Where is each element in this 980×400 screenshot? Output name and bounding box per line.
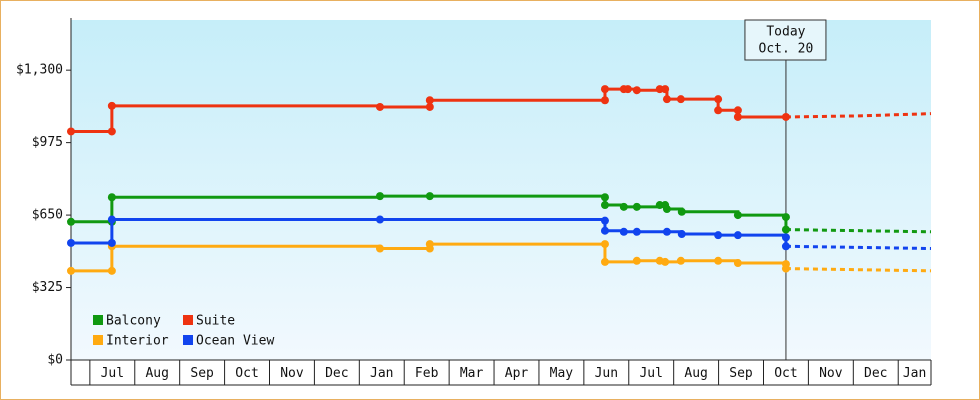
price-point xyxy=(733,112,742,121)
legend-label: Ocean View xyxy=(196,334,274,349)
price-point xyxy=(375,215,384,224)
price-point xyxy=(107,266,116,275)
price-point xyxy=(107,127,116,136)
price-point xyxy=(781,225,790,234)
price-point xyxy=(600,96,609,105)
x-tick-label: Jul xyxy=(639,366,662,381)
price-point xyxy=(677,207,686,216)
price-point xyxy=(632,202,641,211)
legend-label: Suite xyxy=(196,314,235,329)
price-point xyxy=(600,240,609,249)
price-point xyxy=(677,230,686,239)
x-tick-label: Dec xyxy=(864,366,887,381)
price-point xyxy=(661,257,670,266)
plot-area xyxy=(71,20,931,360)
today-box xyxy=(744,19,827,61)
forecast-line xyxy=(785,112,932,119)
x-tick-label: Dec xyxy=(325,366,348,381)
price-point xyxy=(375,244,384,253)
price-point xyxy=(632,256,641,265)
price-point xyxy=(733,106,742,115)
price-point xyxy=(619,227,628,236)
x-tick-label: Apr xyxy=(505,366,529,381)
price-point xyxy=(600,201,609,210)
x-tick-label: Aug xyxy=(145,366,168,381)
price-point xyxy=(662,95,671,104)
forecast-line xyxy=(785,267,932,273)
x-tick-label: Mar xyxy=(460,366,484,381)
x-tick-label: Aug xyxy=(684,366,707,381)
price-point xyxy=(676,256,685,265)
x-tick-label: Oct xyxy=(235,366,258,381)
today-label: Oct. 20 xyxy=(759,42,814,57)
price-point xyxy=(781,213,790,222)
price-point xyxy=(67,238,75,247)
legend-label: Balcony xyxy=(106,314,161,329)
forecast-line xyxy=(785,228,932,234)
price-point xyxy=(425,96,434,105)
price-point xyxy=(662,205,671,214)
price-point xyxy=(107,215,116,224)
legend-swatch xyxy=(93,315,103,325)
price-point xyxy=(375,192,384,201)
y-tick-label: $975 xyxy=(32,135,63,150)
y-tick-label: $650 xyxy=(32,208,63,223)
legend-swatch xyxy=(93,335,103,345)
forecast-line xyxy=(785,244,932,251)
x-tick-label: Jan xyxy=(370,366,393,381)
price-point xyxy=(714,231,723,240)
price-point xyxy=(600,257,609,266)
price-point xyxy=(67,217,75,226)
price-point xyxy=(67,266,75,275)
price-point xyxy=(661,85,670,94)
price-point xyxy=(425,192,434,201)
y-tick-label: $325 xyxy=(32,280,63,295)
x-tick-label: Oct xyxy=(774,366,797,381)
x-tick-label: May xyxy=(550,366,574,381)
price-point xyxy=(676,95,685,104)
legend-label: Interior xyxy=(106,334,169,349)
price-point xyxy=(632,86,641,95)
x-tick-label: Jan xyxy=(903,366,926,381)
today-label: Today xyxy=(766,25,805,40)
price-point xyxy=(714,106,723,115)
price-point xyxy=(425,240,434,249)
price-point xyxy=(781,112,790,121)
price-point xyxy=(623,85,632,94)
y-tick-label: $1,300 xyxy=(16,63,63,78)
price-point xyxy=(375,102,384,111)
price-point xyxy=(600,85,609,94)
price-point xyxy=(619,202,628,211)
x-tick-label: Sep xyxy=(190,366,214,381)
x-tick-label: Jun xyxy=(595,366,618,381)
price-point xyxy=(662,227,671,236)
x-tick-label: Feb xyxy=(415,366,439,381)
x-tick-label: Jul xyxy=(101,366,124,381)
price-point xyxy=(733,231,742,240)
x-tick-label: Sep xyxy=(729,366,753,381)
price-point xyxy=(107,238,116,247)
x-tick-label: Nov xyxy=(280,366,304,381)
price-point xyxy=(714,95,723,104)
price-point xyxy=(425,102,434,111)
price-point xyxy=(781,233,790,242)
price-point xyxy=(107,101,116,110)
price-point xyxy=(600,193,609,202)
x-tick-label: Nov xyxy=(819,366,843,381)
price-point xyxy=(781,264,790,273)
price-point xyxy=(781,242,790,251)
price-point xyxy=(733,211,742,220)
price-point xyxy=(600,216,609,225)
price-point xyxy=(67,127,75,136)
y-tick-label: $0 xyxy=(47,353,63,368)
price-point xyxy=(632,227,641,236)
price-point xyxy=(107,193,116,202)
price-point xyxy=(600,226,609,235)
legend-swatch xyxy=(183,335,193,345)
legend-swatch xyxy=(183,315,193,325)
price-point xyxy=(733,259,742,268)
price-point xyxy=(714,256,723,265)
